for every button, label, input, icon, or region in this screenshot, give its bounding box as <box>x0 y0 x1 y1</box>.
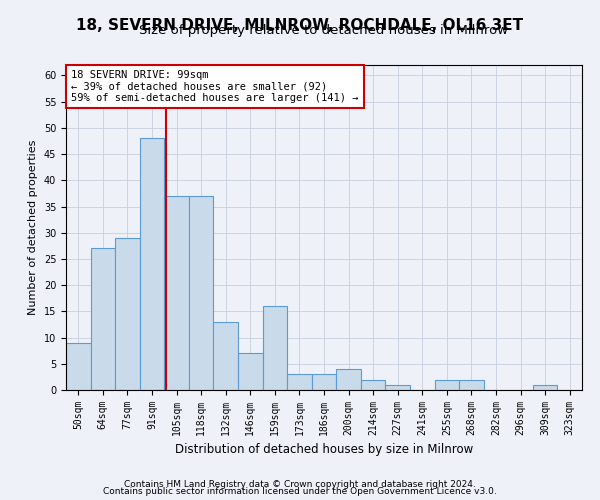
Bar <box>214 322 238 390</box>
Bar <box>434 380 459 390</box>
Bar <box>91 248 115 390</box>
Bar <box>361 380 385 390</box>
Bar <box>312 374 336 390</box>
Bar <box>238 354 263 390</box>
Text: 18 SEVERN DRIVE: 99sqm
← 39% of detached houses are smaller (92)
59% of semi-det: 18 SEVERN DRIVE: 99sqm ← 39% of detached… <box>71 70 359 103</box>
Text: 18, SEVERN DRIVE, MILNROW, ROCHDALE, OL16 3ET: 18, SEVERN DRIVE, MILNROW, ROCHDALE, OL1… <box>76 18 524 32</box>
Title: Size of property relative to detached houses in Milnrow: Size of property relative to detached ho… <box>139 24 509 38</box>
Bar <box>189 196 214 390</box>
Text: Contains HM Land Registry data © Crown copyright and database right 2024.: Contains HM Land Registry data © Crown c… <box>124 480 476 489</box>
Bar <box>533 385 557 390</box>
Bar <box>164 196 189 390</box>
X-axis label: Distribution of detached houses by size in Milnrow: Distribution of detached houses by size … <box>175 444 473 456</box>
Bar <box>336 369 361 390</box>
Bar <box>263 306 287 390</box>
Bar <box>115 238 140 390</box>
Bar <box>459 380 484 390</box>
Bar <box>385 385 410 390</box>
Text: Contains public sector information licensed under the Open Government Licence v3: Contains public sector information licen… <box>103 488 497 496</box>
Y-axis label: Number of detached properties: Number of detached properties <box>28 140 38 315</box>
Bar <box>140 138 164 390</box>
Bar <box>287 374 312 390</box>
Bar <box>66 343 91 390</box>
